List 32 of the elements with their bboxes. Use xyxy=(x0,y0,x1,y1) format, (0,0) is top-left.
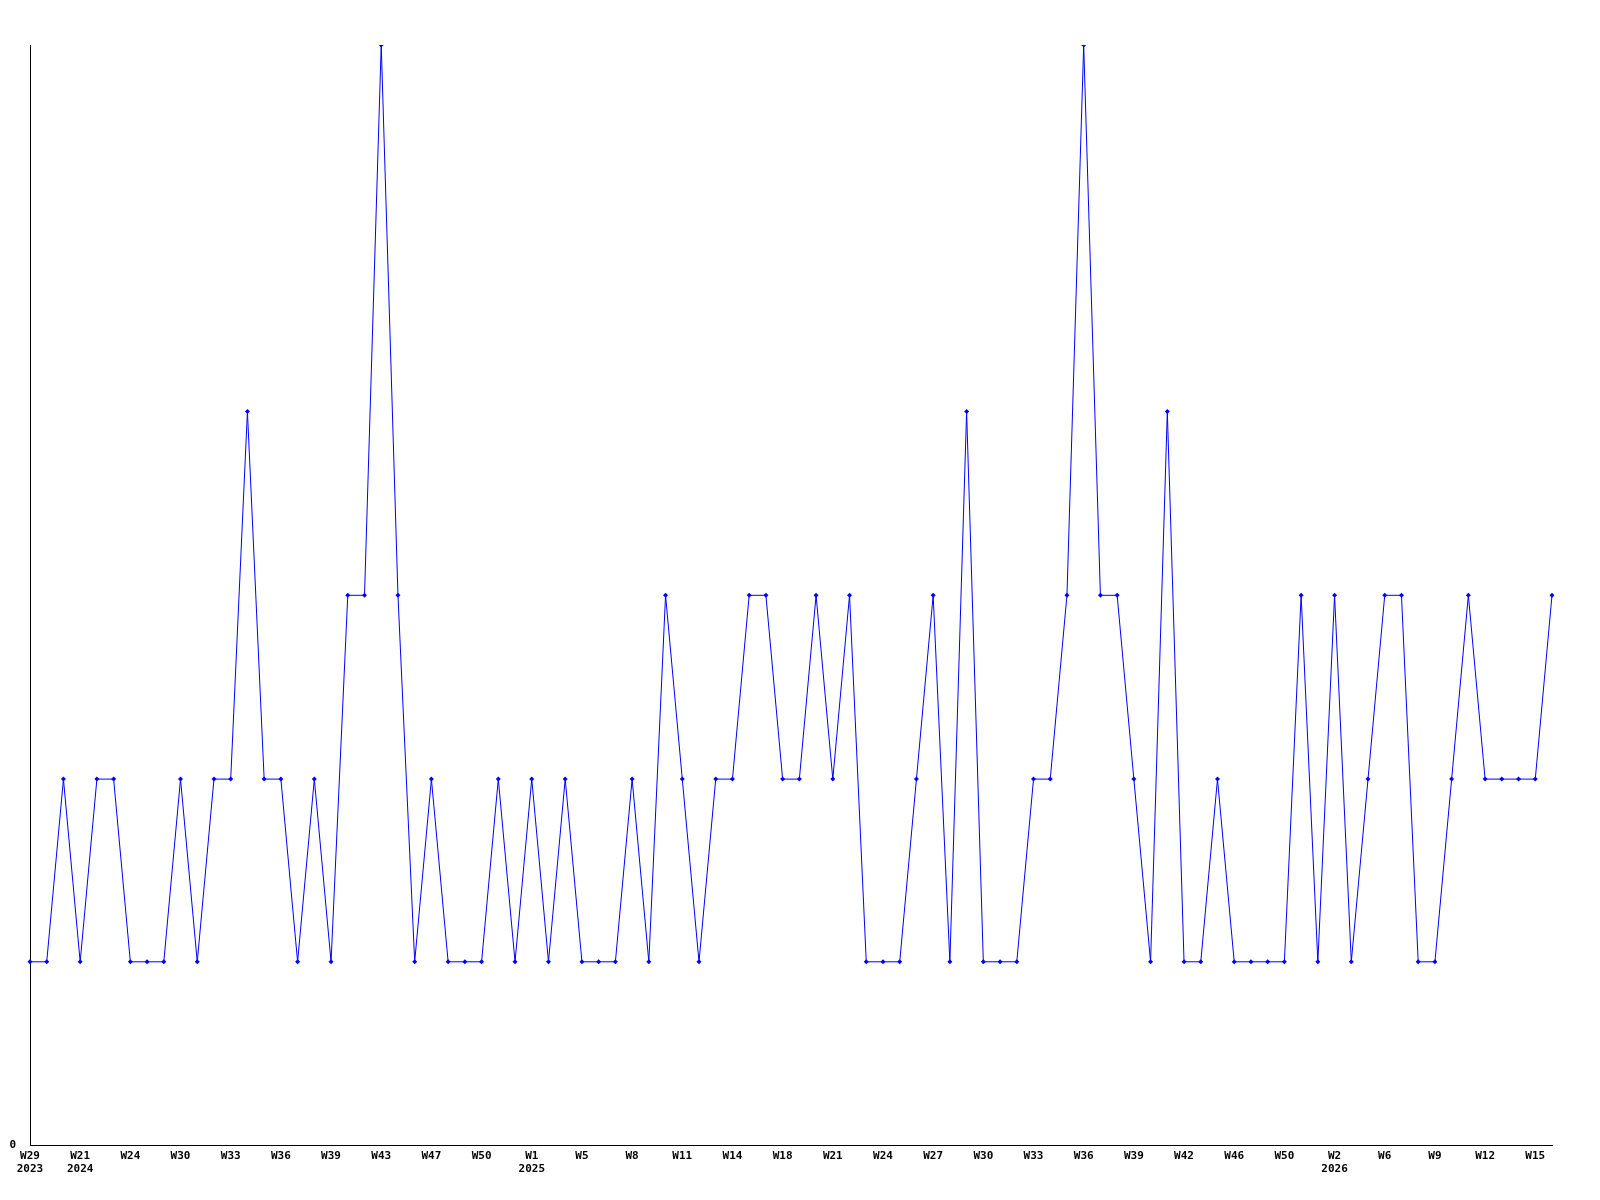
x-tick-label: W24 xyxy=(873,1149,894,1163)
text: 0 xyxy=(9,1138,16,1152)
x-tick-label: W39 xyxy=(1123,1149,1144,1163)
x-tick-label: W29 2023 xyxy=(16,1149,44,1176)
x-tick-label: W14 xyxy=(722,1149,743,1163)
x-tick-label: W24 xyxy=(120,1149,141,1163)
x-tick-label: W9 xyxy=(1428,1149,1442,1163)
x-tick-label: W50 xyxy=(471,1149,492,1163)
x-tick-label: W11 xyxy=(672,1149,693,1163)
x-tick-label: W18 xyxy=(772,1149,793,1163)
x-tick-label: W46 xyxy=(1224,1149,1245,1163)
x-tick-label: W2 2026 xyxy=(1321,1149,1349,1176)
x-tick-label: W15 xyxy=(1525,1149,1546,1163)
x-tick-label: W50 xyxy=(1274,1149,1295,1163)
x-tick-label: W1 2025 xyxy=(518,1149,546,1176)
x-tick-label: W21 2024 xyxy=(66,1149,94,1176)
x-tick-label: W30 xyxy=(973,1149,994,1163)
x-tick-label: W5 xyxy=(575,1149,589,1163)
x-tick-label: W30 xyxy=(170,1149,191,1163)
x-tick-label: W36 xyxy=(270,1149,292,1163)
x-tick-label: W6 xyxy=(1378,1149,1392,1163)
x-tick-label: W42 xyxy=(1174,1149,1194,1163)
x-tick-label: W39 xyxy=(321,1149,341,1163)
x-tick-label: W8 xyxy=(625,1149,639,1163)
x-tick-label: W36 xyxy=(1073,1149,1094,1163)
x-tick-label: W27 xyxy=(923,1149,944,1163)
x-tick-label: W21 xyxy=(822,1149,844,1163)
x-tick-label: W47 xyxy=(421,1149,442,1163)
x-tick-label: W33 xyxy=(220,1149,241,1163)
x-tick-label: W12 xyxy=(1475,1149,1496,1163)
x-tick-label: W33 xyxy=(1023,1149,1044,1163)
x-tick-label: W43 xyxy=(371,1149,392,1163)
